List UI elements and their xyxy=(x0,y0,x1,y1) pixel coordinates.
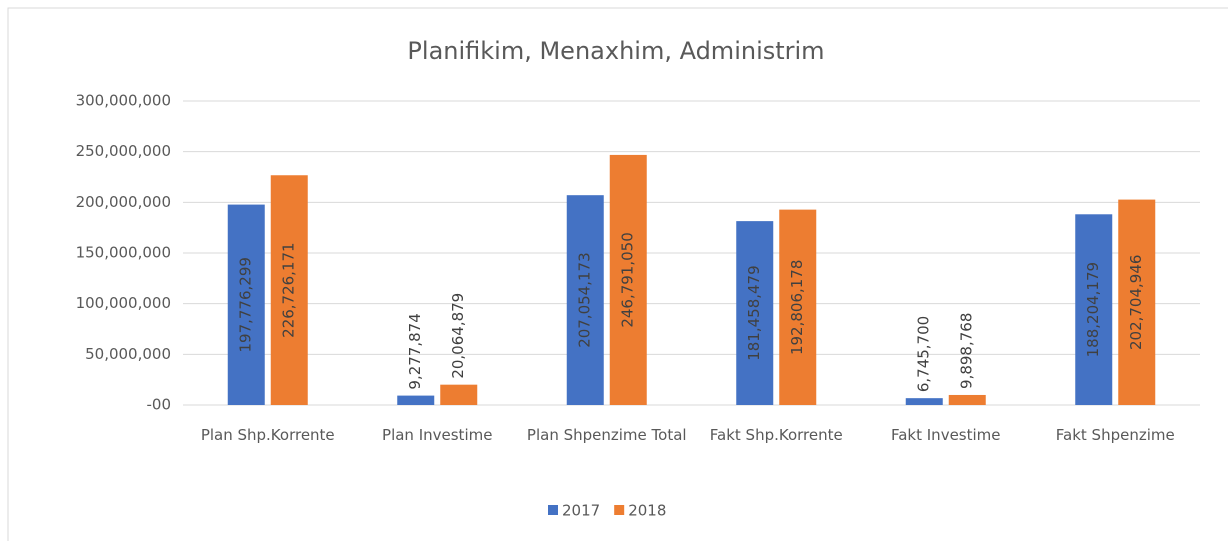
legend-label: 2018 xyxy=(628,502,666,520)
bar xyxy=(270,175,308,405)
value-label: 9,277,874 xyxy=(406,313,424,389)
x-tick-label: Fakt Shpenzime xyxy=(1055,426,1175,444)
x-tick-label: Plan Investime xyxy=(382,426,493,444)
value-label: 188,204,179 xyxy=(1084,262,1102,357)
y-tick-label: -00 xyxy=(147,396,172,414)
chart-border xyxy=(7,7,1228,541)
bar xyxy=(779,209,817,405)
y-tick-label: 250,000,000 xyxy=(76,142,171,160)
value-label: 20,064,879 xyxy=(449,293,467,379)
bar xyxy=(566,195,604,405)
value-label: 202,704,946 xyxy=(1127,255,1145,350)
value-label: 9,898,768 xyxy=(958,313,976,389)
y-tick-label: 300,000,000 xyxy=(76,92,171,110)
y-tick-label: 150,000,000 xyxy=(76,244,171,262)
legend-label: 2017 xyxy=(562,502,600,520)
value-label: 6,745,700 xyxy=(915,316,933,392)
value-label: 192,806,178 xyxy=(788,260,806,355)
y-tick-label: 100,000,000 xyxy=(76,294,171,312)
value-label: 197,776,299 xyxy=(237,257,255,352)
bar xyxy=(1075,214,1113,405)
bar xyxy=(736,221,774,405)
value-label: 246,791,050 xyxy=(619,232,637,327)
y-tick-label: 200,000,000 xyxy=(76,193,171,211)
value-label: 226,726,171 xyxy=(280,242,298,337)
bar xyxy=(1118,199,1156,405)
value-label: 207,054,173 xyxy=(576,252,594,347)
legend-swatch xyxy=(614,505,625,515)
value-label: 181,458,479 xyxy=(745,265,763,360)
x-tick-label: Plan Shp.Korrente xyxy=(200,426,335,444)
y-tick-label: 50,000,000 xyxy=(85,345,171,363)
x-tick-label: Fakt Shp.Korrente xyxy=(709,426,843,444)
bar xyxy=(440,384,478,405)
chart-title: Planifikim, Menaxhim, Administrim xyxy=(407,37,824,65)
bar xyxy=(397,395,435,405)
bar xyxy=(609,154,647,405)
x-tick-label: Plan Shpenzime Total xyxy=(526,426,687,444)
bar xyxy=(948,394,986,405)
bar xyxy=(905,398,943,405)
bar xyxy=(227,204,265,405)
x-tick-label: Fakt Investime xyxy=(890,426,1001,444)
legend-swatch xyxy=(548,505,558,515)
